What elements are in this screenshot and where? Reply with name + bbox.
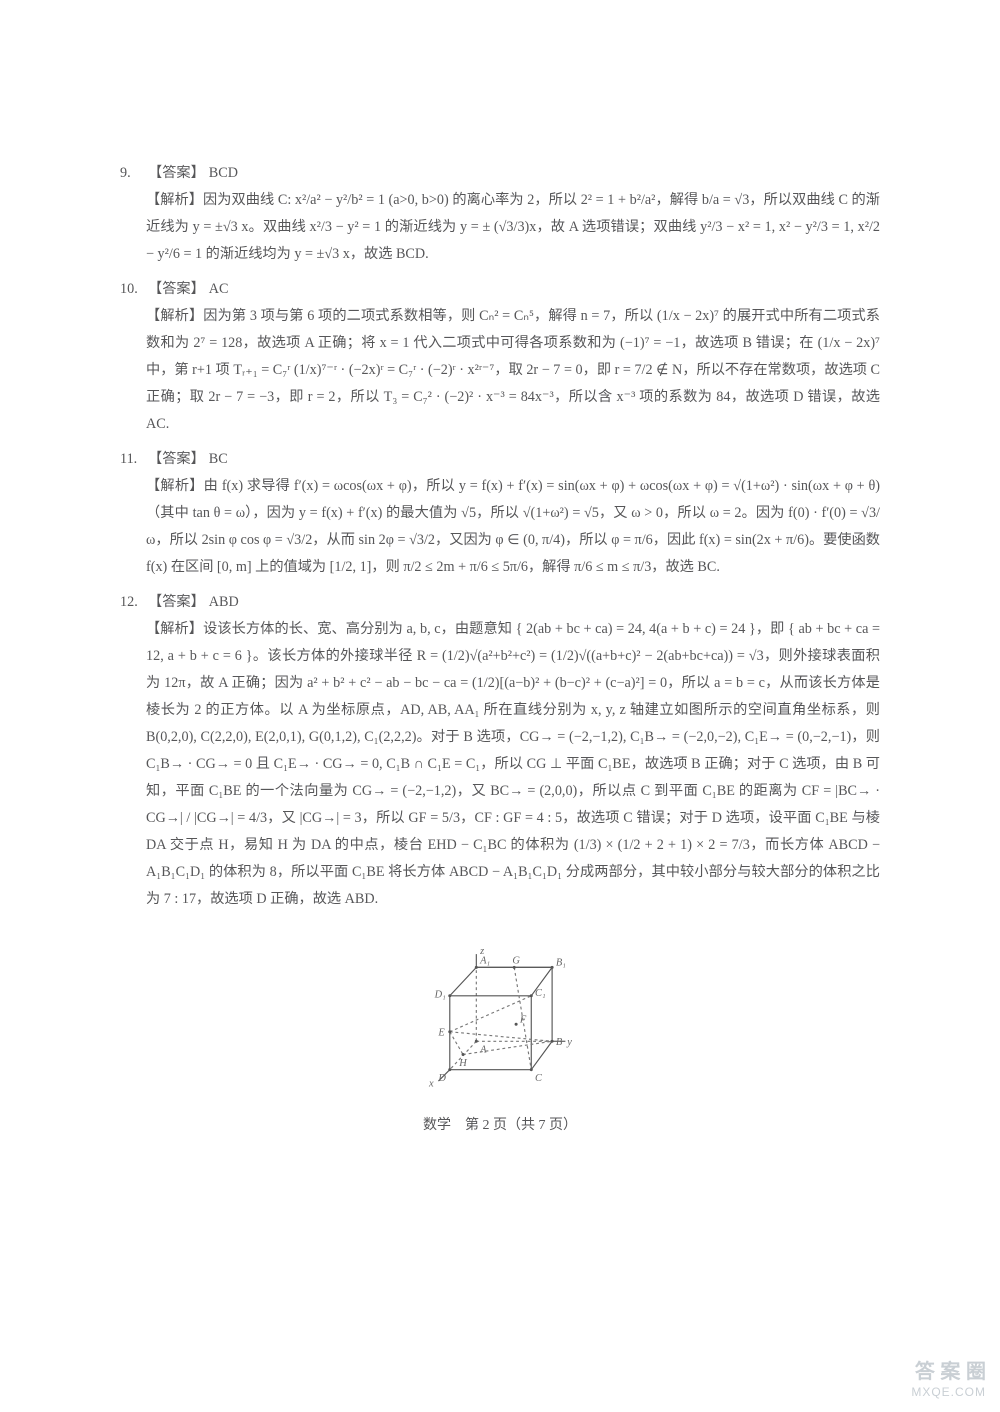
answer-tag: 【答案】 [148, 276, 205, 303]
svg-text:C: C [535, 1073, 543, 1084]
cube-svg: A B C D A₁ B₁ C₁ D₁ E F G Hz y x [410, 925, 590, 1095]
question-number: 10. [120, 276, 144, 303]
explanation-tag: 【解析】 [146, 308, 203, 324]
svg-text:C₁: C₁ [535, 987, 546, 998]
question-10: 10. 【答案】 AC 【解析】因为第 3 项与第 6 项的二项式系数相等，则 … [120, 276, 880, 438]
cube-figure: A B C D A₁ B₁ C₁ D₁ E F G Hz y x [120, 925, 880, 1105]
explanation-tag: 【解析】 [146, 478, 204, 494]
question-9-explanation: 【解析】因为双曲线 C: x²/a² − y²/b² = 1 (a>0, b>0… [120, 187, 880, 268]
svg-text:D: D [437, 1073, 446, 1084]
question-11-head: 11. 【答案】 BC [120, 446, 880, 473]
svg-text:H: H [458, 1057, 467, 1068]
svg-text:D₁: D₁ [434, 989, 446, 1000]
explanation-body: 由 f(x) 求导得 f′(x) = ωcos(ωx + φ)，所以 y = f… [146, 478, 880, 575]
question-12: 12. 【答案】 ABD 【解析】设该长方体的长、宽、高分别为 a, b, c，… [120, 589, 880, 913]
explanation-body: 因为第 3 项与第 6 项的二项式系数相等，则 Cₙ² = Cₙ⁵，解得 n =… [146, 308, 880, 432]
answer-text: ABD [209, 589, 239, 616]
svg-text:G: G [512, 955, 520, 966]
explanation-body: 设该长方体的长、宽、高分别为 a, b, c，由题意知 { 2(ab + bc … [146, 621, 880, 907]
answer-tag: 【答案】 [148, 160, 205, 187]
question-11: 11. 【答案】 BC 【解析】由 f(x) 求导得 f′(x) = ωcos(… [120, 446, 880, 581]
explanation-tag: 【解析】 [146, 621, 203, 637]
answer-text: BC [209, 446, 228, 473]
watermark: 答 案 圈 MXQE.COM [911, 1360, 986, 1400]
explanation-tag: 【解析】 [146, 192, 203, 208]
answer-tag: 【答案】 [148, 589, 205, 616]
page: 9. 【答案】 BCD 【解析】因为双曲线 C: x²/a² − y²/b² =… [0, 0, 1000, 1412]
svg-text:z: z [479, 946, 484, 957]
question-number: 11. [120, 446, 144, 473]
watermark-en: MXQE.COM [911, 1385, 986, 1400]
svg-text:B₁: B₁ [556, 957, 566, 968]
question-10-head: 10. 【答案】 AC [120, 276, 880, 303]
answer-tag: 【答案】 [148, 446, 205, 473]
watermark-cn: 答 案 圈 [911, 1360, 986, 1385]
explanation-body: 因为双曲线 C: x²/a² − y²/b² = 1 (a>0, b>0) 的离… [146, 192, 880, 262]
question-9: 9. 【答案】 BCD 【解析】因为双曲线 C: x²/a² − y²/b² =… [120, 160, 880, 268]
answer-text: AC [209, 276, 229, 303]
question-12-head: 12. 【答案】 ABD [120, 589, 880, 616]
question-number: 12. [120, 589, 144, 616]
page-footer: 数学 第 2 页（共 7 页） [120, 1113, 880, 1140]
question-9-head: 9. 【答案】 BCD [120, 160, 880, 187]
svg-text:x: x [428, 1078, 434, 1089]
question-12-explanation: 【解析】设该长方体的长、宽、高分别为 a, b, c，由题意知 { 2(ab +… [120, 616, 880, 913]
question-11-explanation: 【解析】由 f(x) 求导得 f′(x) = ωcos(ωx + φ)，所以 y… [120, 473, 880, 581]
svg-text:A₁: A₁ [479, 955, 490, 966]
svg-text:F: F [519, 1014, 527, 1025]
svg-text:y: y [566, 1037, 572, 1048]
question-10-explanation: 【解析】因为第 3 项与第 6 项的二项式系数相等，则 Cₙ² = Cₙ⁵，解得… [120, 303, 880, 438]
question-number: 9. [120, 160, 144, 187]
svg-text:E: E [437, 1027, 445, 1038]
svg-text:A: A [479, 1044, 487, 1055]
svg-text:B: B [556, 1037, 563, 1048]
answer-text: BCD [209, 160, 238, 187]
